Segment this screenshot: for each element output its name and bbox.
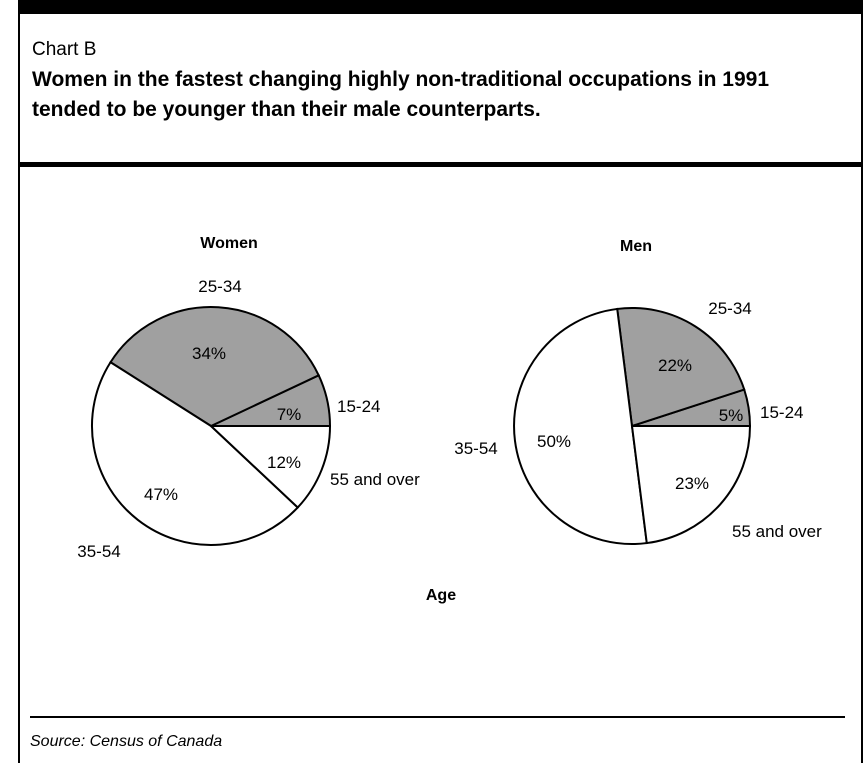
women-slice-55-and-over: [208, 425, 332, 509]
men-slice-25-34: [616, 307, 746, 428]
men-label-35-54: 35-54: [454, 439, 497, 458]
chart-title: Women in the fastest changing highly non…: [32, 68, 770, 121]
footer-divider: [30, 716, 845, 718]
men-label-25-34: 25-34: [708, 299, 751, 318]
women-label-35-54: 35-54: [77, 542, 120, 561]
top-bar: [18, 0, 863, 14]
women-pie: [91, 306, 332, 546]
women-pie-title: Women: [200, 235, 257, 252]
women-label-25-34: 25-34: [198, 277, 241, 296]
header-divider: [20, 162, 861, 167]
women-value-35-54: 47%: [144, 485, 178, 504]
women-slice-25-34: [109, 306, 321, 428]
men-pie-title: Men: [620, 238, 652, 255]
men-value-25-34: 22%: [658, 356, 692, 375]
men-value-15-24: 5%: [719, 406, 744, 425]
men-label-15-24: 15-24: [760, 403, 803, 422]
women-slice-35-54: [91, 360, 300, 546]
men-slice-55-and-over: [630, 425, 752, 545]
chart-frame: [18, 0, 863, 763]
women-label-55-plus: 55 and over: [330, 470, 420, 489]
women-label-15-24: 15-24: [337, 397, 380, 416]
men-value-55-plus: 23%: [675, 474, 709, 493]
women-value-25-34: 34%: [192, 344, 226, 363]
women-value-55-plus: 12%: [267, 453, 301, 472]
men-pie: [513, 307, 752, 545]
men-label-55-plus: 55 and over: [732, 522, 822, 541]
women-value-15-24: 7%: [277, 405, 302, 424]
chart-label: Chart B: [32, 39, 97, 60]
source-note: Source: Census of Canada: [30, 733, 223, 750]
x-axis-label: Age: [426, 587, 456, 604]
men-slice-35-54: [513, 307, 648, 545]
men-value-35-54: 50%: [537, 432, 571, 451]
